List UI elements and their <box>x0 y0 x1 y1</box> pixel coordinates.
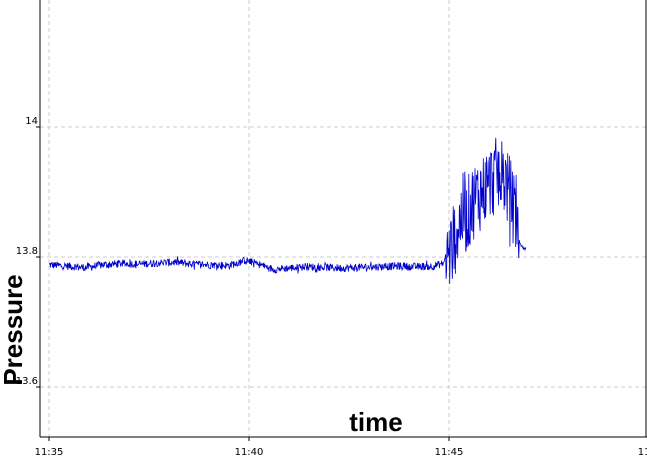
y-axis-title: Pressure <box>0 274 28 385</box>
x-tick-label: 11:40 <box>235 447 264 458</box>
y-tick-label: 13.6 <box>16 376 38 387</box>
y-tick-label: 13.8 <box>16 246 38 257</box>
pressure-series-line <box>48 137 527 284</box>
series-layer <box>48 137 527 284</box>
grid-layer <box>40 0 646 437</box>
x-tick-label: 11:35 <box>35 447 64 458</box>
y-tick-label: 14 <box>25 116 38 127</box>
x-tick-label: 11:5 <box>638 447 647 458</box>
x-tick-label: 11:45 <box>435 447 464 458</box>
x-axis-title: time <box>349 407 402 437</box>
tick-layer: 11:35 11:40 11:45 11:5 14 13.8 13.6 <box>16 116 647 458</box>
axes-layer <box>39 0 647 438</box>
